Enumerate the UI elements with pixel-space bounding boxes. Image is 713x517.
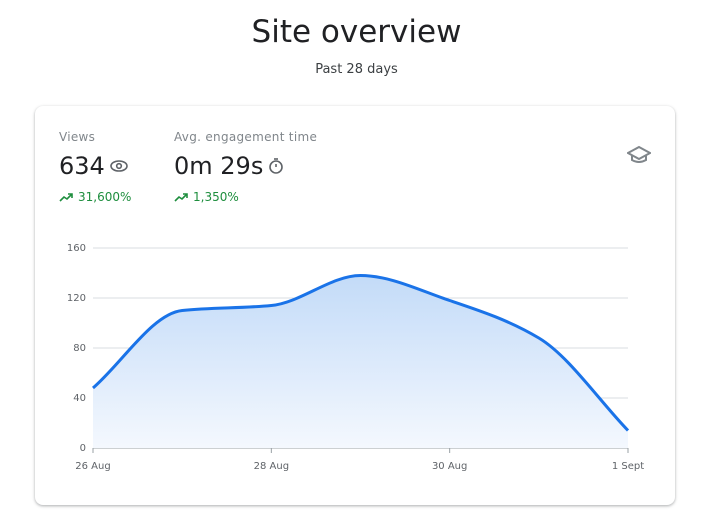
timer-icon bbox=[269, 158, 284, 174]
y-tick-label: 80 bbox=[73, 343, 86, 354]
y-tick-label: 0 bbox=[80, 443, 86, 454]
learn-icon[interactable] bbox=[627, 145, 651, 165]
y-tick-label: 40 bbox=[73, 393, 86, 404]
page-title: Site overview bbox=[251, 14, 462, 50]
trend-icon bbox=[174, 193, 188, 202]
page-subtitle: Past 28 days bbox=[315, 62, 398, 77]
metric-change: 1,350% bbox=[193, 190, 239, 204]
x-tick-label: 30 Aug bbox=[432, 461, 467, 472]
metric-value: 0m 29s bbox=[174, 152, 264, 180]
line bbox=[92, 273, 630, 432]
x-tick-label: 1 Sept bbox=[612, 461, 644, 472]
metric-label: Views bbox=[59, 130, 96, 144]
metric-change: 31,600% bbox=[78, 190, 132, 204]
metric-label: Avg. engagement time bbox=[174, 130, 318, 144]
area bbox=[93, 275, 628, 448]
y-tick-label: 120 bbox=[67, 293, 86, 304]
metric-views: Views 634 31,600% bbox=[59, 130, 131, 204]
eye-icon bbox=[110, 160, 128, 172]
metric-engagement: Avg. engagement time 0m 29s 1,350% bbox=[174, 130, 317, 204]
metric-value: 634 bbox=[59, 152, 105, 180]
x-tick-label: 28 Aug bbox=[254, 461, 289, 472]
x-tick-label: 26 Aug bbox=[75, 461, 110, 472]
y-tick-label: 160 bbox=[67, 243, 86, 254]
trend-icon bbox=[59, 193, 73, 202]
